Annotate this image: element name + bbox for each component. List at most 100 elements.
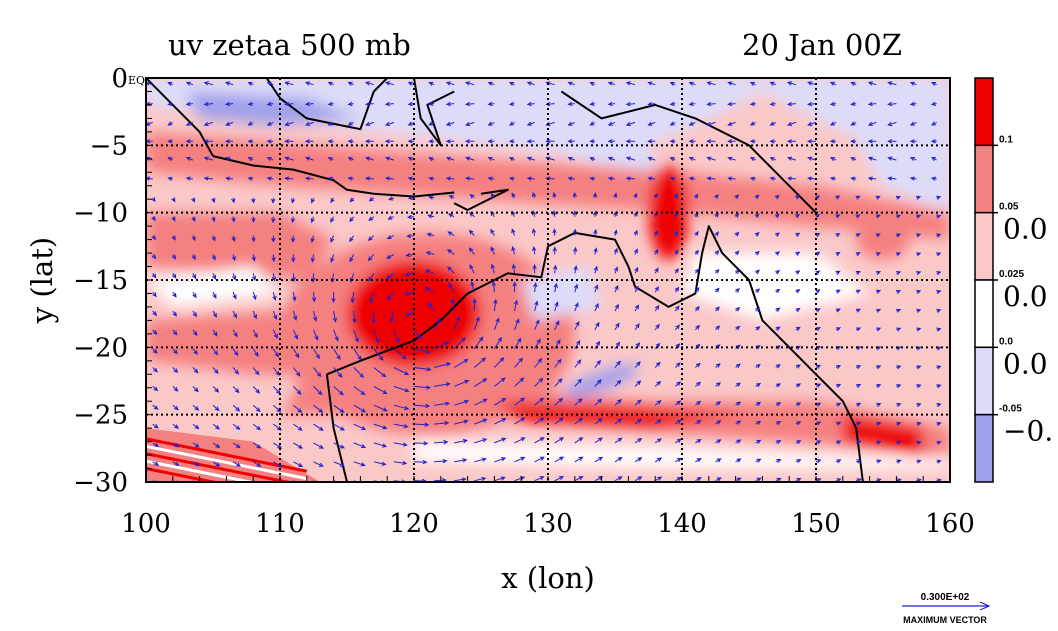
wind-vector bbox=[614, 322, 620, 331]
wind-vector bbox=[674, 249, 679, 255]
wind-vector bbox=[447, 231, 455, 237]
wind-vector bbox=[494, 476, 506, 482]
wind-vector bbox=[152, 310, 158, 317]
wind-vector bbox=[755, 307, 761, 312]
wind-vector bbox=[247, 101, 254, 106]
wind-vector bbox=[446, 249, 455, 255]
wind-vector bbox=[445, 176, 455, 181]
wind-vector bbox=[474, 398, 488, 406]
wind-vector bbox=[472, 298, 477, 312]
wind-vector bbox=[755, 439, 762, 444]
wind-vector bbox=[454, 399, 470, 406]
wind-vector bbox=[511, 245, 516, 255]
wind-vector bbox=[896, 327, 902, 332]
wind-vector bbox=[795, 402, 802, 407]
wind-vector bbox=[353, 385, 366, 396]
wind-vector bbox=[654, 380, 662, 387]
wind-vector bbox=[688, 101, 696, 107]
wind-vector bbox=[749, 176, 756, 181]
wind-vector bbox=[634, 457, 643, 463]
wind-vector bbox=[545, 139, 555, 144]
wind-vector bbox=[625, 176, 636, 181]
wind-vector bbox=[695, 305, 700, 312]
wind-vector bbox=[203, 176, 214, 181]
wind-vector bbox=[936, 459, 942, 464]
wind-vector bbox=[815, 459, 822, 464]
wind-vector bbox=[715, 363, 721, 368]
wind-vector bbox=[807, 101, 817, 107]
wind-vector bbox=[829, 139, 837, 144]
wind-vector bbox=[428, 82, 435, 86]
wind-vector bbox=[916, 195, 922, 200]
wind-vector bbox=[468, 229, 475, 236]
wind-vector bbox=[795, 251, 801, 256]
wind-vector bbox=[769, 81, 776, 86]
wind-vector bbox=[715, 287, 720, 293]
colorbar-level-label: 0.0 bbox=[999, 336, 1013, 347]
wind-vector bbox=[284, 156, 294, 161]
wind-vector bbox=[349, 197, 355, 203]
wind-vector bbox=[534, 476, 545, 482]
wind-vector bbox=[896, 402, 902, 408]
wind-vector bbox=[715, 420, 722, 425]
wind-vector bbox=[634, 304, 640, 312]
wind-vector bbox=[614, 456, 623, 463]
wind-vector bbox=[706, 176, 716, 181]
neutral-west bbox=[146, 266, 280, 307]
wind-vector bbox=[511, 228, 516, 236]
wind-vector bbox=[552, 210, 557, 217]
wind-vector bbox=[674, 362, 681, 368]
wind-vector bbox=[192, 291, 197, 299]
wind-vector bbox=[487, 121, 495, 126]
wind-vector bbox=[625, 121, 636, 127]
wind-vector bbox=[856, 421, 862, 426]
wind-vector bbox=[574, 320, 580, 331]
wind-vector bbox=[727, 81, 736, 86]
wind-vector bbox=[634, 418, 643, 425]
wind-vector bbox=[896, 365, 902, 370]
wind-vector bbox=[251, 197, 256, 204]
wind-vector bbox=[727, 139, 736, 144]
wind-vector bbox=[353, 442, 367, 449]
wind-vector bbox=[508, 157, 515, 162]
wind-vector bbox=[393, 348, 407, 360]
wind-vector bbox=[251, 254, 256, 262]
y-tick-label: 0 bbox=[111, 64, 128, 94]
wind-vector bbox=[694, 249, 699, 255]
wind-vector bbox=[916, 271, 922, 276]
wind-vector bbox=[386, 291, 395, 301]
wind-vector bbox=[368, 216, 375, 221]
wind-vector bbox=[654, 248, 659, 255]
chart-title: uv zetaa 500 mb bbox=[168, 28, 411, 62]
wind-vector bbox=[594, 284, 599, 293]
y-axis-label: y (lat) bbox=[25, 237, 59, 324]
coast-timor bbox=[453, 188, 509, 211]
wind-vector bbox=[909, 176, 917, 181]
wind-vector bbox=[332, 310, 338, 323]
wind-vector bbox=[373, 367, 387, 378]
wind-vector bbox=[896, 271, 902, 276]
wind-vector bbox=[293, 404, 303, 413]
wind-vector bbox=[594, 340, 601, 349]
wind-vector bbox=[916, 365, 922, 370]
wind-vector bbox=[185, 156, 194, 161]
wind-vector bbox=[706, 81, 716, 86]
wind-vector bbox=[734, 212, 740, 218]
wind-vector bbox=[291, 254, 296, 263]
wind-vector bbox=[554, 476, 565, 482]
wind-vector bbox=[895, 195, 901, 200]
wind-vector bbox=[795, 195, 800, 200]
vector-field bbox=[146, 81, 942, 482]
wind-vector bbox=[552, 246, 557, 255]
wind-vector bbox=[807, 121, 817, 126]
wind-vector bbox=[574, 456, 584, 463]
wind-vector bbox=[574, 359, 582, 368]
wind-vector bbox=[715, 306, 720, 312]
wind-vector bbox=[574, 340, 581, 349]
wind-vector bbox=[247, 157, 254, 162]
wind-vector bbox=[473, 336, 484, 349]
wind-vector bbox=[327, 81, 334, 86]
wind-vector bbox=[614, 379, 622, 387]
wind-vector bbox=[715, 477, 722, 482]
wind-vector bbox=[829, 81, 837, 86]
